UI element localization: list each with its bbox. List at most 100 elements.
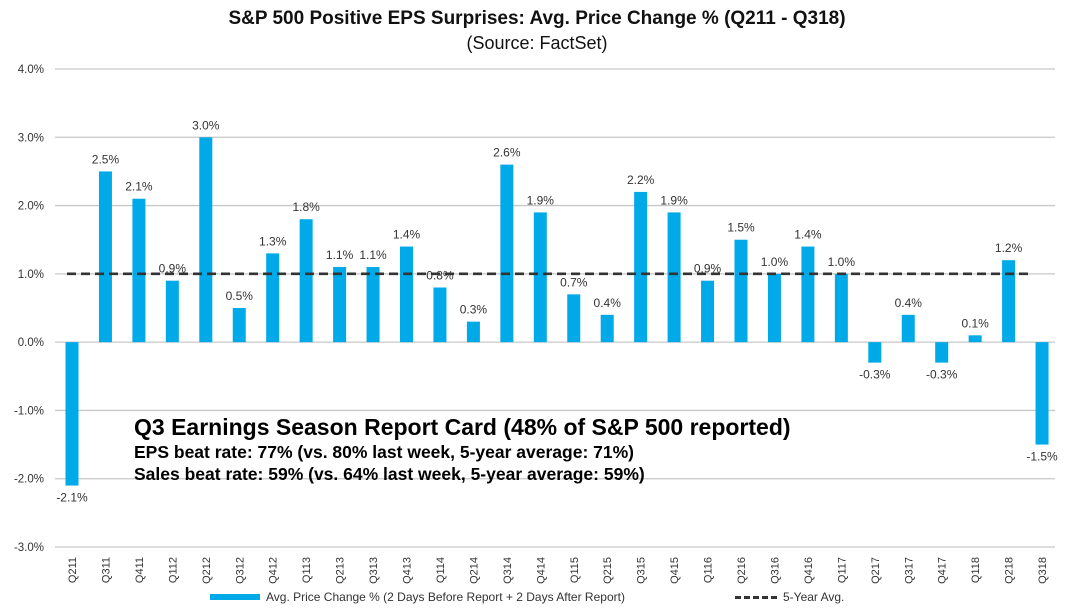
x-tick-label: Q114 (435, 557, 447, 583)
data-label: 0.1% (961, 316, 989, 330)
bar (199, 137, 213, 343)
bar (132, 198, 146, 343)
data-label: -2.1% (56, 491, 88, 505)
data-label: 0.3% (460, 303, 488, 317)
bar (466, 321, 480, 343)
bar (701, 280, 715, 343)
x-tick-label: Q416 (803, 557, 815, 584)
x-axis-ticks: Q211 Q311 Q411 Q112 Q212 Q312 Q412 Q113 Q213 Q313… (67, 557, 1049, 584)
gridlines (55, 68, 1055, 548)
x-tick-label: Q313 (368, 557, 380, 584)
bar-chart: 4.0% 3.0% 2.0% 1.0% 0.0% -1.0% -2.0% -3.0% -2.1… (14, 64, 1058, 584)
x-tick-label: Q414 (535, 557, 547, 584)
x-tick-label: Q112 (167, 557, 179, 583)
data-label: 2.5% (92, 152, 120, 166)
y-tick-label: 2.0% (18, 201, 44, 213)
bar (366, 267, 380, 343)
report-card-title: Q3 Earnings Season Report Card (48% of S… (134, 414, 791, 440)
x-tick-label: Q116 (703, 557, 715, 583)
bar (266, 253, 280, 343)
bar (734, 239, 748, 343)
bar (98, 171, 112, 343)
legend-item-five-year-avg: 5-Year Avg. (735, 590, 844, 604)
data-label: 1.2% (995, 241, 1023, 255)
data-label: 2.2% (627, 173, 655, 187)
x-tick-label: Q214 (468, 557, 480, 584)
x-tick-label: Q212 (201, 557, 213, 584)
bar (433, 287, 447, 343)
y-tick-label: -1.0% (14, 405, 44, 417)
data-label: 1.5% (727, 221, 755, 235)
bar (901, 314, 915, 343)
bar (600, 314, 614, 343)
sales-beat-rate: Sales beat rate: 59% (vs. 64% last week,… (134, 464, 645, 484)
legend-bar-swatch (210, 594, 260, 600)
x-tick-label: Q417 (937, 557, 949, 584)
x-tick-label: Q317 (903, 557, 915, 584)
y-tick-label: -2.0% (14, 474, 44, 486)
x-tick-label: Q113 (301, 557, 313, 583)
x-tick-label: Q118 (970, 557, 982, 583)
chart-subtitle: (Source: FactSet) (466, 33, 608, 53)
bar (567, 294, 581, 343)
bar (165, 280, 179, 343)
legend-bar-label: Avg. Price Change % (2 Days Before Repor… (266, 590, 625, 604)
data-label: 1.4% (794, 228, 822, 242)
legend-item-avg-price-change: Avg. Price Change % (2 Days Before Repor… (210, 590, 625, 604)
bar (1002, 260, 1016, 343)
bar (968, 335, 982, 343)
data-label: 0.7% (560, 275, 588, 289)
data-label: 0.8% (426, 269, 454, 283)
bar (834, 273, 848, 343)
data-labels: -2.1% 2.5% 2.1% 0.9% 3.0% 0.5% 1.3% 1.8% 1.1% 1.1… (56, 118, 1058, 504)
x-tick-label: Q316 (769, 557, 781, 584)
x-tick-label: Q217 (870, 557, 882, 584)
data-label: 0.4% (594, 296, 622, 310)
data-label: 1.9% (527, 193, 555, 207)
data-label: 2.1% (125, 180, 153, 194)
legend-line-label: 5-Year Avg. (783, 590, 845, 604)
x-tick-label: Q411 (134, 557, 146, 583)
x-tick-label: Q215 (602, 557, 614, 584)
bar (1035, 342, 1049, 445)
y-tick-label: 1.0% (18, 269, 44, 281)
x-tick-label: Q218 (1004, 557, 1016, 584)
data-label: 1.4% (393, 228, 421, 242)
x-tick-label: Q311 (100, 557, 112, 583)
data-label: 1.8% (292, 200, 320, 214)
x-tick-label: Q117 (836, 557, 848, 583)
bar (65, 342, 79, 486)
x-tick-label: Q115 (569, 557, 581, 583)
data-label: -1.5% (1026, 450, 1058, 464)
x-tick-label: Q412 (268, 557, 280, 584)
data-label: 1.1% (326, 248, 354, 262)
x-tick-label: Q312 (234, 557, 246, 584)
report-card: Q3 Earnings Season Report Card (48% of S… (134, 413, 791, 485)
y-tick-label: -3.0% (14, 542, 44, 554)
bar (935, 342, 949, 363)
data-label: 1.3% (259, 234, 287, 248)
data-label: 0.4% (895, 296, 923, 310)
data-label: 0.9% (694, 262, 722, 276)
data-label: 1.0% (828, 255, 856, 269)
y-tick-label: 4.0% (18, 64, 44, 76)
bar (232, 308, 246, 343)
bar (667, 212, 681, 343)
data-label: 1.0% (761, 255, 789, 269)
bar (333, 267, 347, 343)
data-label: 0.9% (159, 262, 187, 276)
bar (533, 212, 547, 343)
legend-dash-swatch (735, 595, 777, 599)
bars (65, 137, 1049, 486)
x-tick-label: Q211 (67, 557, 79, 583)
x-tick-label: Q413 (402, 557, 414, 584)
bar (500, 164, 514, 343)
data-label: -0.3% (859, 368, 891, 382)
data-label: 1.1% (359, 248, 387, 262)
bar (801, 246, 815, 343)
x-tick-label: Q315 (636, 557, 648, 584)
chart-title: S&P 500 Positive EPS Surprises: Avg. Pri… (228, 8, 846, 29)
x-tick-label: Q415 (669, 557, 681, 584)
eps-beat-rate: EPS beat rate: 77% (vs. 80% last week, 5… (134, 442, 634, 462)
bar (767, 273, 781, 343)
